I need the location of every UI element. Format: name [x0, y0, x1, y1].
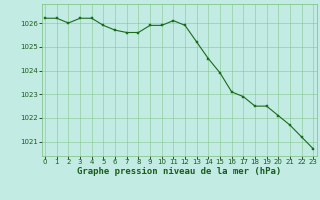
X-axis label: Graphe pression niveau de la mer (hPa): Graphe pression niveau de la mer (hPa): [77, 167, 281, 176]
